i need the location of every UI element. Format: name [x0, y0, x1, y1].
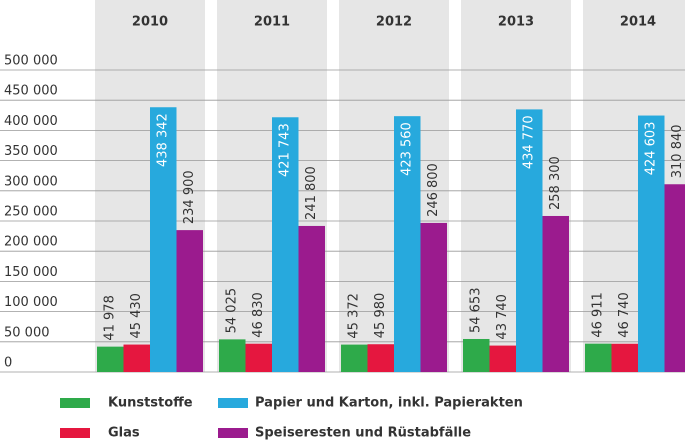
bar	[272, 117, 299, 372]
bar	[664, 184, 685, 372]
value-label: 45 430	[129, 293, 144, 339]
value-label: 246 800	[426, 163, 441, 217]
y-tick-label: 150 000	[4, 265, 58, 280]
value-label: 234 900	[182, 170, 197, 224]
value-label: 424 603	[644, 122, 659, 176]
x-tick-label: 2011	[254, 15, 290, 30]
y-tick-label: 100 000	[4, 295, 58, 310]
y-tick-label: 0	[4, 356, 12, 371]
value-label: 434 770	[522, 115, 537, 169]
value-label: 54 025	[225, 288, 240, 334]
bar	[150, 107, 177, 373]
bar	[420, 222, 447, 372]
value-label: 41 978	[103, 295, 118, 341]
bar	[367, 344, 394, 372]
value-label: 241 800	[304, 166, 319, 220]
value-label: 258 300	[548, 156, 563, 210]
value-label: 45 372	[347, 293, 362, 339]
legend-swatch	[218, 428, 248, 438]
bar	[463, 338, 490, 372]
y-tick-label: 450 000	[4, 84, 58, 99]
value-label: 46 740	[617, 292, 632, 338]
y-tick-label: 300 000	[4, 174, 58, 189]
value-label: 54 653	[469, 287, 484, 333]
value-label: 421 743	[278, 123, 293, 177]
value-label: 45 980	[373, 293, 388, 339]
x-tick-label: 2012	[376, 15, 412, 30]
value-label: 310 840	[670, 124, 685, 178]
y-tick-label: 500 000	[4, 54, 58, 69]
bar	[585, 343, 612, 372]
bar	[542, 215, 569, 372]
value-label: 438 342	[156, 113, 171, 167]
legend-label: Kunststoffe	[108, 396, 193, 411]
value-label: 46 911	[591, 292, 606, 338]
bar	[394, 116, 421, 372]
legend-swatch	[60, 428, 90, 438]
value-label: 43 740	[495, 294, 510, 340]
legend-label: Speiseresten und Rüstabfälle	[255, 426, 471, 441]
y-tick-label: 250 000	[4, 205, 58, 220]
x-tick-label: 2013	[498, 15, 534, 30]
bar	[298, 225, 325, 372]
bar	[489, 345, 516, 372]
bar	[176, 230, 203, 372]
value-label: 46 830	[251, 292, 266, 338]
bar	[638, 115, 665, 372]
bar	[516, 109, 543, 372]
y-tick-label: 50 000	[4, 325, 50, 340]
bar	[341, 344, 368, 372]
legend-swatch	[218, 398, 248, 408]
x-tick-label: 2014	[620, 15, 656, 30]
legend-swatch	[60, 398, 90, 408]
x-tick-label: 2010	[132, 15, 168, 30]
y-tick-label: 350 000	[4, 144, 58, 159]
bar	[219, 339, 246, 372]
y-tick-label: 400 000	[4, 114, 58, 129]
y-tick-label: 200 000	[4, 235, 58, 250]
bar	[123, 344, 150, 372]
bar	[97, 346, 124, 372]
value-label: 423 560	[400, 122, 415, 176]
legend-label: Glas	[108, 426, 140, 441]
legend-label: Papier und Karton, inkl. Papierakten	[255, 396, 523, 411]
bar	[611, 343, 638, 372]
bar	[245, 343, 272, 372]
